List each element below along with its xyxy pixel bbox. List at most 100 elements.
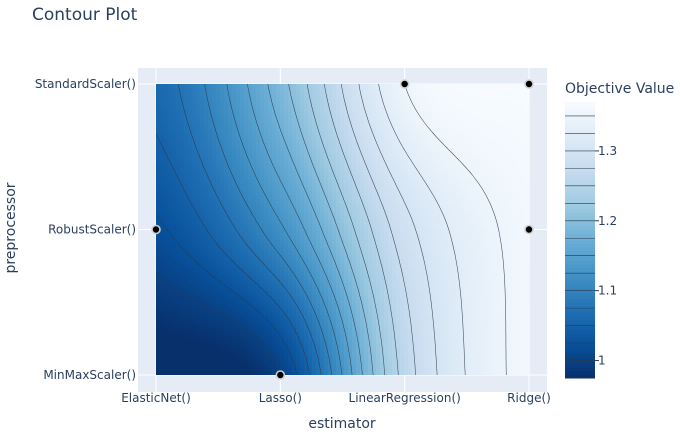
heat-cell [212, 355, 217, 360]
heat-cell [164, 343, 169, 348]
heat-cell [260, 275, 265, 280]
heat-cell [324, 231, 329, 236]
heat-cell [184, 335, 189, 340]
heat-cell [316, 327, 321, 332]
heat-cell [388, 295, 393, 300]
heat-cell [196, 283, 201, 288]
heat-cell [240, 271, 245, 276]
heat-cell [364, 179, 369, 184]
heat-cell [332, 307, 337, 312]
heat-cell [268, 311, 273, 316]
heat-cell [356, 183, 361, 188]
heat-cell [508, 223, 513, 228]
heat-cell [156, 331, 161, 336]
heat-cell [368, 267, 373, 272]
heat-cell [188, 359, 193, 364]
heat-cell [236, 215, 241, 220]
heat-cell [408, 203, 413, 208]
heat-cell [184, 175, 189, 180]
heat-cell [180, 331, 185, 336]
heat-cell [240, 207, 245, 212]
heat-cell [312, 339, 317, 344]
heat-cell [224, 359, 229, 364]
heat-cell [260, 295, 265, 300]
heat-cell [324, 279, 329, 284]
heat-cell [468, 179, 473, 184]
heat-cell [460, 271, 465, 276]
heat-cell [288, 199, 293, 204]
heat-cell [312, 227, 317, 232]
heat-cell [368, 235, 373, 240]
heat-cell [188, 251, 193, 256]
heat-cell [168, 299, 173, 304]
heat-cell [372, 231, 377, 236]
heat-cell [220, 187, 225, 192]
heat-cell [320, 327, 325, 332]
heat-cell [248, 219, 253, 224]
heat-cell [444, 307, 449, 312]
heat-cell [188, 227, 193, 232]
heat-cell [460, 295, 465, 300]
heat-cell [428, 203, 433, 208]
heat-cell [480, 203, 485, 208]
heat-cell [272, 367, 277, 372]
heat-cell [460, 279, 465, 284]
heat-cell [192, 247, 197, 252]
heat-cell [480, 215, 485, 220]
heat-cell [252, 299, 257, 304]
heat-cell [308, 359, 313, 364]
heat-cell [204, 231, 209, 236]
heat-cell [460, 179, 465, 184]
heat-cell [444, 315, 449, 320]
heat-cell [220, 315, 225, 320]
heat-cell [412, 239, 417, 244]
heat-cell [224, 287, 229, 292]
heat-cell [504, 227, 509, 232]
heat-cell [260, 307, 265, 312]
heat-cell [256, 347, 261, 352]
heat-cell [460, 235, 465, 240]
heat-cell [352, 231, 357, 236]
heat-cell [260, 271, 265, 276]
heat-cell [512, 351, 517, 356]
heat-cell [204, 243, 209, 248]
heat-cell [440, 223, 445, 228]
heat-cell [200, 239, 205, 244]
heat-cell [388, 179, 393, 184]
heat-cell [332, 211, 337, 216]
heat-cell [428, 235, 433, 240]
heat-cell [312, 247, 317, 252]
heat-cell [192, 243, 197, 248]
heat-cell [300, 343, 305, 348]
heat-cell [528, 279, 529, 284]
heat-cell [296, 287, 301, 292]
heat-cell [496, 347, 501, 352]
heat-cell [436, 215, 441, 220]
heat-cell [316, 203, 321, 208]
heat-cell [372, 363, 377, 368]
heat-cell [496, 255, 501, 260]
heat-cell [164, 275, 169, 280]
heat-cell [240, 243, 245, 248]
heat-cell [276, 179, 281, 184]
heat-cell [416, 371, 421, 375]
heat-cell [256, 331, 261, 336]
heat-cell [468, 267, 473, 272]
heat-cell [384, 179, 389, 184]
heat-cell [528, 299, 529, 304]
heat-cell [488, 235, 493, 240]
heat-cell [328, 327, 333, 332]
heat-cell [356, 219, 361, 224]
heat-cell [424, 191, 429, 196]
heat-cell [316, 371, 321, 375]
heat-cell [500, 243, 505, 248]
heat-cell [168, 199, 173, 204]
heat-cell [424, 179, 429, 184]
heat-cell [456, 267, 461, 272]
heat-cell [456, 351, 461, 356]
heat-cell [320, 323, 325, 328]
heat-cell [260, 191, 265, 196]
heat-cell [456, 227, 461, 232]
heat-cell [428, 315, 433, 320]
heat-cell [172, 283, 177, 288]
